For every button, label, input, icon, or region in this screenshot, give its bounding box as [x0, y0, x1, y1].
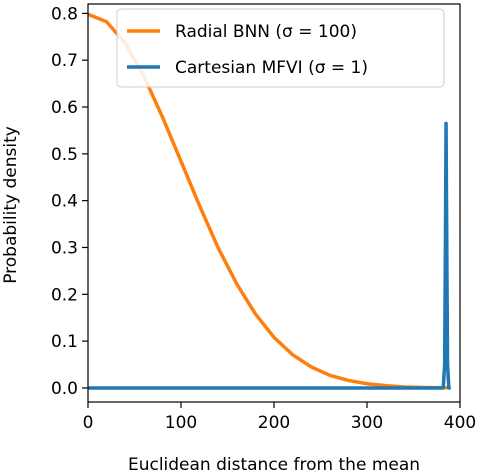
y-tick-label: 0.7	[51, 51, 78, 71]
y-tick-label: 0.8	[51, 4, 78, 24]
legend: Radial BNN (σ = 100) Cartesian MFVI (σ =…	[116, 8, 445, 88]
y-axis-label: Probability density	[1, 126, 21, 284]
y-axis-ticks: 0.0 0.1 0.2 0.3 0.4 0.5 0.6 0.7 0.8	[51, 4, 88, 399]
legend-box	[116, 8, 445, 88]
y-tick-label: 0.3	[51, 238, 78, 258]
legend-entry-cartesian: Cartesian MFVI (σ = 1)	[175, 58, 368, 78]
x-tick-label: 200	[258, 413, 290, 433]
legend-entry-radial: Radial BNN (σ = 100)	[175, 22, 357, 42]
y-tick-label: 0.0	[51, 379, 78, 399]
y-tick-label: 0.2	[51, 285, 78, 305]
y-tick-label: 0.5	[51, 145, 78, 165]
x-axis-label: Euclidean distance from the mean	[128, 455, 420, 474]
x-axis-ticks: 0 100 200 300 400	[83, 402, 476, 433]
y-tick-label: 0.6	[51, 98, 78, 118]
x-tick-label: 0	[83, 413, 94, 433]
x-tick-label: 300	[351, 413, 383, 433]
series-line-cartesian-mfvi	[88, 121, 451, 390]
y-tick-label: 0.1	[51, 332, 78, 352]
x-tick-label: 100	[165, 413, 197, 433]
series-layer	[87, 12, 451, 390]
plot-area: 0 100 200 300 400 0.00.10.20.30.40.50.60.70.…	[51, 3, 476, 433]
y-tick-label: 0.4	[51, 192, 78, 212]
x-tick-label: 400	[444, 413, 476, 433]
